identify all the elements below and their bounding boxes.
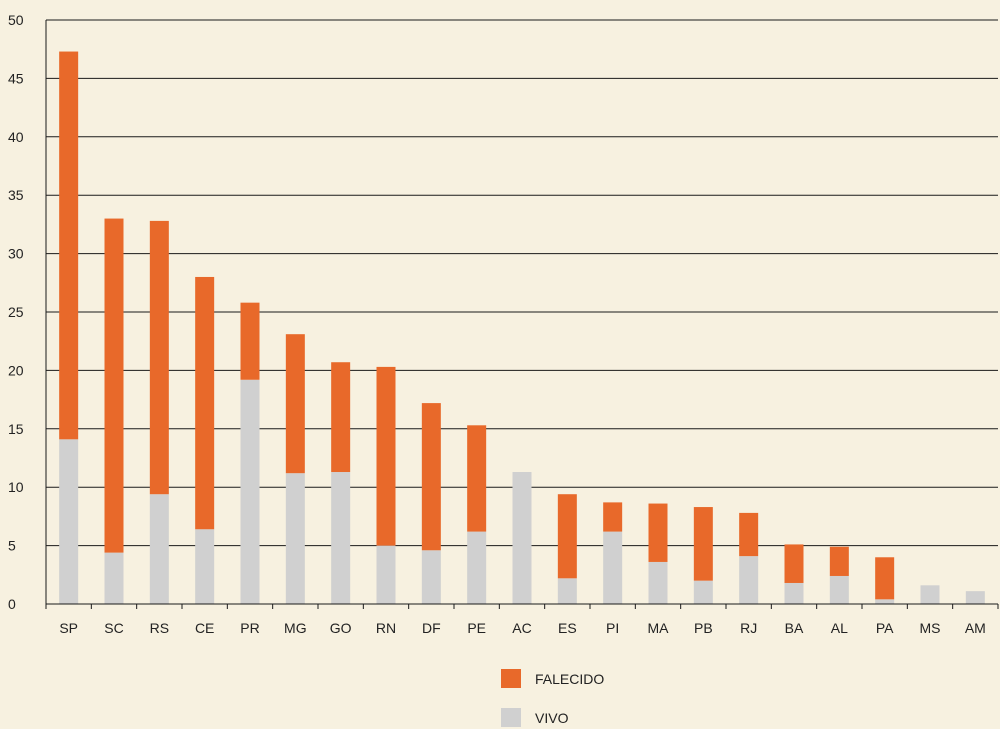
y-tick-label-30: 30 [8, 246, 24, 262]
x-tick-label-al: AL [831, 620, 848, 636]
bar-vivo-pa [875, 599, 895, 604]
bar-vivo-pr [240, 379, 260, 604]
bar-vivo-ce [195, 529, 215, 604]
y-tick-label-20: 20 [8, 362, 24, 378]
bar-falecido-mg [285, 334, 305, 474]
y-tick-label-40: 40 [8, 129, 24, 145]
bar-falecido-sc [104, 218, 124, 553]
bar-falecido-al [829, 546, 849, 576]
axes: 0 5 10 15 20 25 30 35 40 45 50 SP SC RS CE PR MG GO RN DF PE… [8, 12, 999, 636]
x-tick-label-rn: RN [376, 620, 396, 636]
bar-vivo-go [331, 472, 351, 604]
bar-falecido-sp [59, 51, 79, 440]
bars [59, 51, 985, 604]
y-tick-label-25: 25 [8, 304, 24, 320]
x-tick-label-go: GO [330, 620, 352, 636]
legend-swatch-vivo [501, 708, 521, 727]
bar-falecido-es [557, 494, 577, 579]
y-tick-label-50: 50 [8, 12, 24, 28]
bar-falecido-ba [784, 544, 804, 583]
x-tick-label-sc: SC [104, 620, 123, 636]
y-tick-label-5: 5 [8, 538, 16, 554]
x-tick-label-am: AM [965, 620, 986, 636]
bar-vivo-df [421, 550, 441, 604]
bar-vivo-mg [285, 473, 305, 604]
x-tick-label-ce: CE [195, 620, 214, 636]
bar-falecido-pe [467, 425, 487, 532]
bar-falecido-pb [693, 507, 713, 581]
bar-vivo-sc [104, 552, 124, 604]
bar-vivo-ms [920, 585, 940, 604]
bar-vivo-rs [149, 494, 169, 604]
bar-vivo-es [557, 578, 577, 604]
bar-falecido-pi [603, 502, 623, 532]
x-tick-label-ac: AC [512, 620, 531, 636]
legend: FALECIDO VIVO [501, 669, 604, 727]
x-tick-label-pe: PE [467, 620, 486, 636]
bar-falecido-pa [875, 557, 895, 600]
bar-vivo-sp [59, 439, 79, 604]
bar-falecido-pr [240, 302, 260, 380]
x-tick-label-pr: PR [240, 620, 259, 636]
bar-falecido-ce [195, 276, 215, 530]
bar-vivo-ba [784, 582, 804, 604]
bar-falecido-rn [376, 366, 396, 546]
x-tick-label-ma: MA [648, 620, 670, 636]
y-tick-label-45: 45 [8, 70, 24, 86]
x-tick-label-sp: SP [59, 620, 78, 636]
y-tick-label-10: 10 [8, 479, 24, 495]
bar-falecido-df [421, 403, 441, 551]
x-tick-label-pb: PB [694, 620, 713, 636]
y-tick-label-35: 35 [8, 187, 24, 203]
x-tick-label-ba: BA [785, 620, 804, 636]
bar-vivo-ma [648, 561, 668, 604]
bar-falecido-go [331, 362, 351, 473]
y-tick-label-15: 15 [8, 421, 24, 437]
bar-vivo-rj [739, 556, 759, 604]
x-tick-label-pa: PA [876, 620, 894, 636]
bar-vivo-rn [376, 545, 396, 604]
legend-label-falecido: FALECIDO [535, 671, 604, 687]
x-tick-label-rj: RJ [740, 620, 757, 636]
legend-label-vivo: VIVO [535, 710, 569, 726]
gridlines [46, 19, 998, 547]
bar-vivo-al [829, 575, 849, 604]
bar-falecido-rs [149, 220, 169, 495]
bar-vivo-pe [467, 531, 487, 604]
x-tick-label-pi: PI [606, 620, 619, 636]
x-tick-label-df: DF [422, 620, 441, 636]
x-tick-label-mg: MG [284, 620, 307, 636]
bar-vivo-am [965, 591, 985, 604]
bar-vivo-pi [603, 531, 623, 604]
x-tick-label-rs: RS [150, 620, 169, 636]
bar-falecido-ma [648, 503, 668, 562]
y-tick-label-0: 0 [8, 596, 16, 612]
bar-falecido-rj [739, 512, 759, 557]
x-tick-label-es: ES [558, 620, 577, 636]
bar-vivo-pb [693, 580, 713, 604]
legend-swatch-falecido [501, 669, 521, 688]
bar-vivo-ac [512, 472, 532, 604]
x-tick-label-ms: MS [920, 620, 941, 636]
